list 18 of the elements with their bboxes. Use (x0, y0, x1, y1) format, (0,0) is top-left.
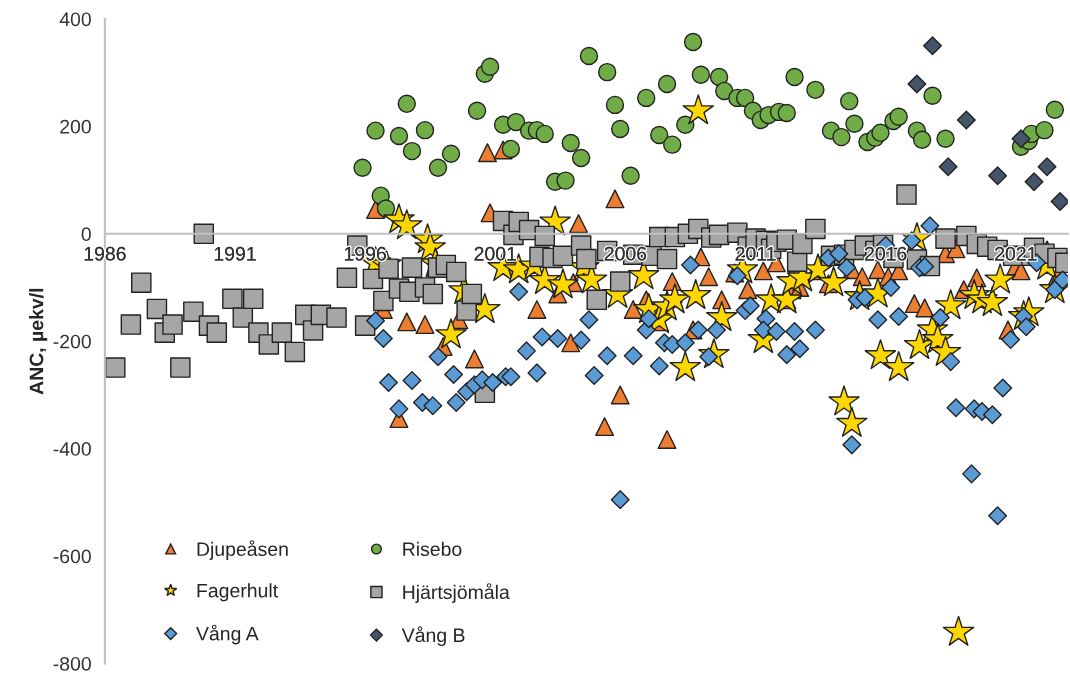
y-tick-label: -400 (53, 442, 91, 456)
legend-label: Fagerhult (197, 583, 278, 602)
x-tick-label: 2001 (474, 246, 516, 261)
y-tick-label: 400 (59, 12, 91, 27)
legend-label: Risebo (403, 541, 462, 557)
y-tick-label: -200 (53, 334, 91, 349)
x-tick-label: 1996 (344, 246, 386, 261)
x-tick-label: 1991 (214, 246, 256, 261)
legend-label: Vång A (196, 624, 259, 645)
x-tick-label: 1986 (84, 246, 126, 261)
y-axis-title: ANC, µekv/l (29, 288, 48, 395)
y-tick-label: 0 (81, 227, 91, 242)
legend-label: Vång B (401, 626, 465, 646)
y-tick-label: -600 (53, 549, 91, 564)
y-tick-label: -800 (53, 656, 91, 671)
legend-label: Djupeåsen (197, 540, 288, 560)
legend-label: Hjärtsjömåla (403, 583, 510, 603)
y-tick-label: 200 (60, 119, 91, 134)
